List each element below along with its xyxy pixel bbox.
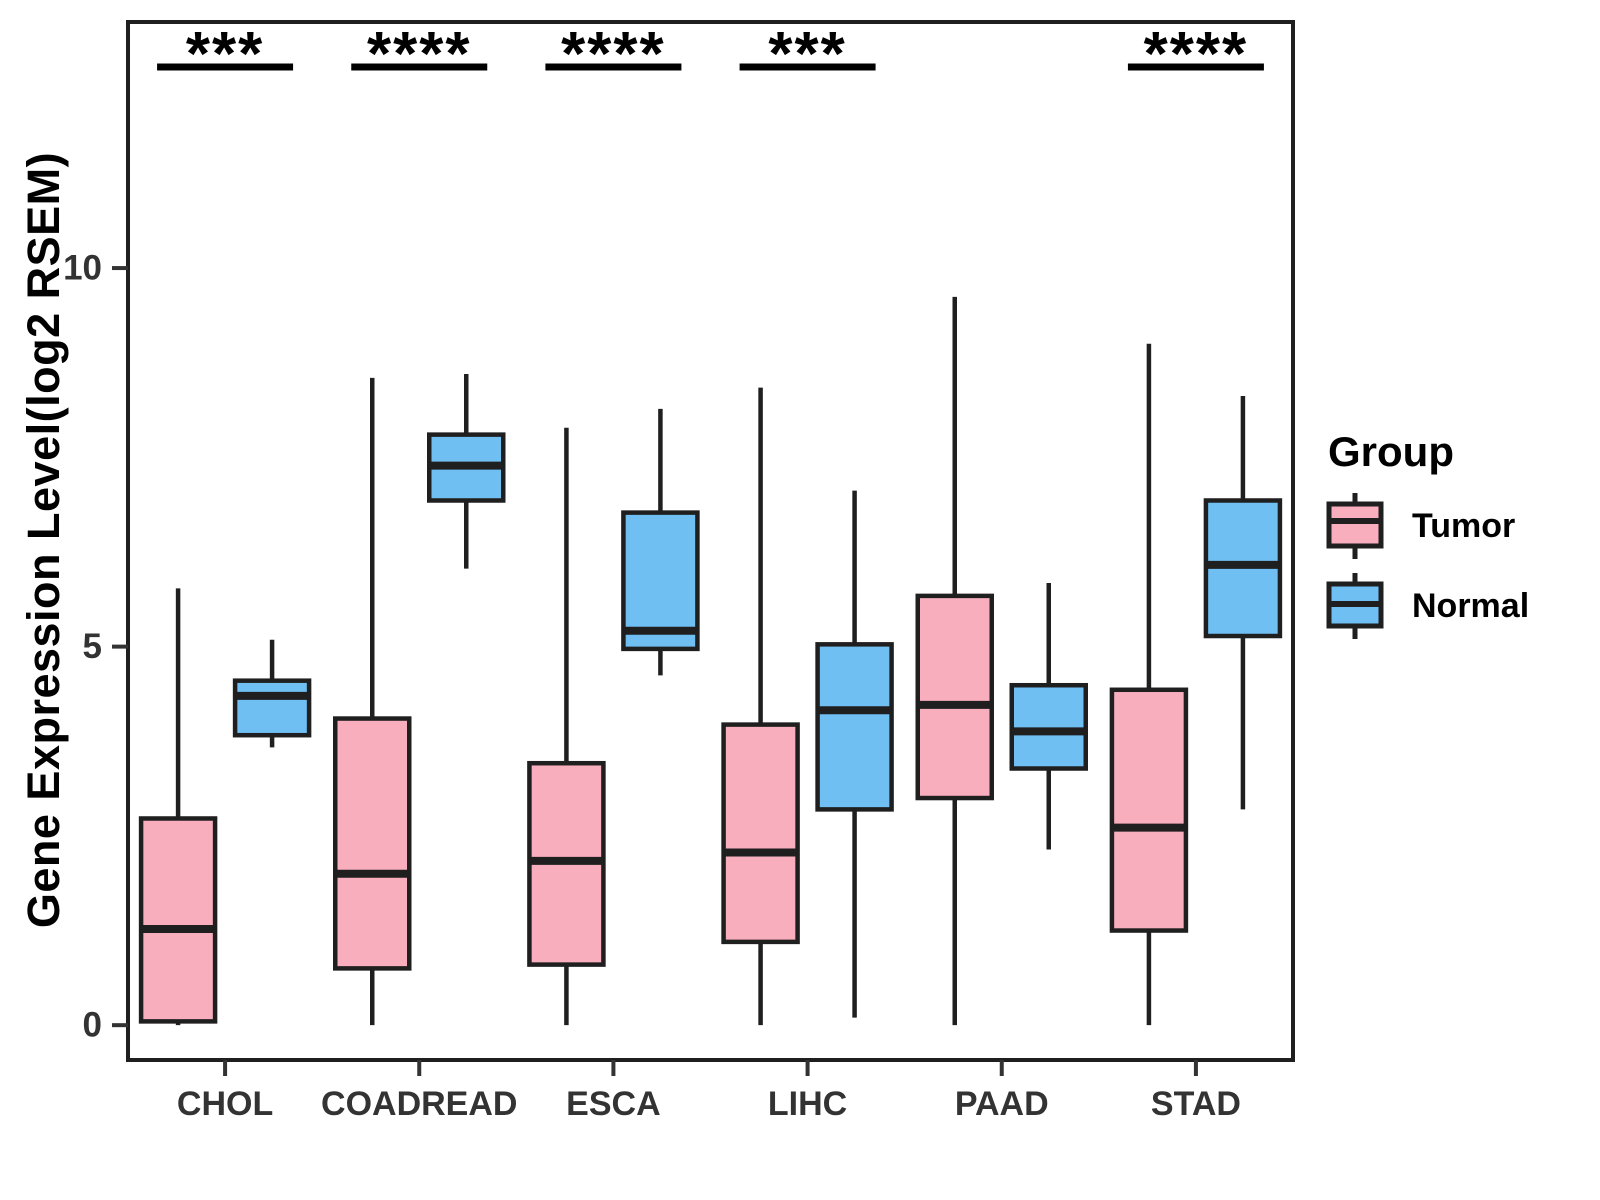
- y-tick-label-5: 5: [83, 627, 102, 666]
- box-tumor-COADREAD: [333, 716, 412, 971]
- box-normal-LIHC: [815, 642, 894, 812]
- y-tick-label-10: 10: [63, 249, 102, 288]
- box-normal-PAAD: [1009, 682, 1088, 771]
- box-tumor-LIHC: [721, 722, 800, 945]
- normal-boxplot-glyph-icon: [1326, 573, 1384, 639]
- box-tumor-CHOL: [138, 816, 218, 1024]
- legend-entry-normal: Normal: [1322, 570, 1529, 642]
- box-tumor-PAAD: [915, 593, 994, 801]
- legend-label-tumor: Tumor: [1412, 506, 1516, 545]
- significance-stars-STAD: ****: [1144, 20, 1249, 89]
- box-normal-ESCA: [621, 510, 700, 652]
- x-tick-label-COADREAD: COADREAD: [321, 1085, 517, 1123]
- significance-stars-LIHC: ***: [768, 20, 846, 89]
- tumor-boxplot-glyph-icon: [1326, 493, 1384, 559]
- x-tick-label-ESCA: ESCA: [566, 1085, 660, 1123]
- legend-entry-tumor: Tumor: [1322, 490, 1529, 562]
- x-tick-label-CHOL: CHOL: [177, 1085, 273, 1123]
- box-tumor-STAD: [1109, 687, 1189, 933]
- legend-label-normal: Normal: [1412, 586, 1530, 625]
- x-tick-label-LIHC: LIHC: [768, 1085, 847, 1123]
- significance-stars-CHOL: ***: [186, 20, 264, 89]
- x-tick-label-STAD: STAD: [1151, 1085, 1241, 1123]
- panel-border: [126, 20, 1295, 1062]
- y-axis-title: Gene Expression Level(log2 RSEM): [18, 151, 69, 929]
- significance-stars-COADREAD: ****: [367, 20, 472, 89]
- x-tick-label-PAAD: PAAD: [955, 1085, 1049, 1123]
- legend: Group Tumor Normal: [1322, 428, 1529, 650]
- y-tick-label-0: 0: [83, 1006, 102, 1045]
- legend-title: Group: [1328, 428, 1454, 475]
- significance-stars-ESCA: ****: [561, 20, 666, 89]
- box-normal-CHOL: [232, 678, 312, 738]
